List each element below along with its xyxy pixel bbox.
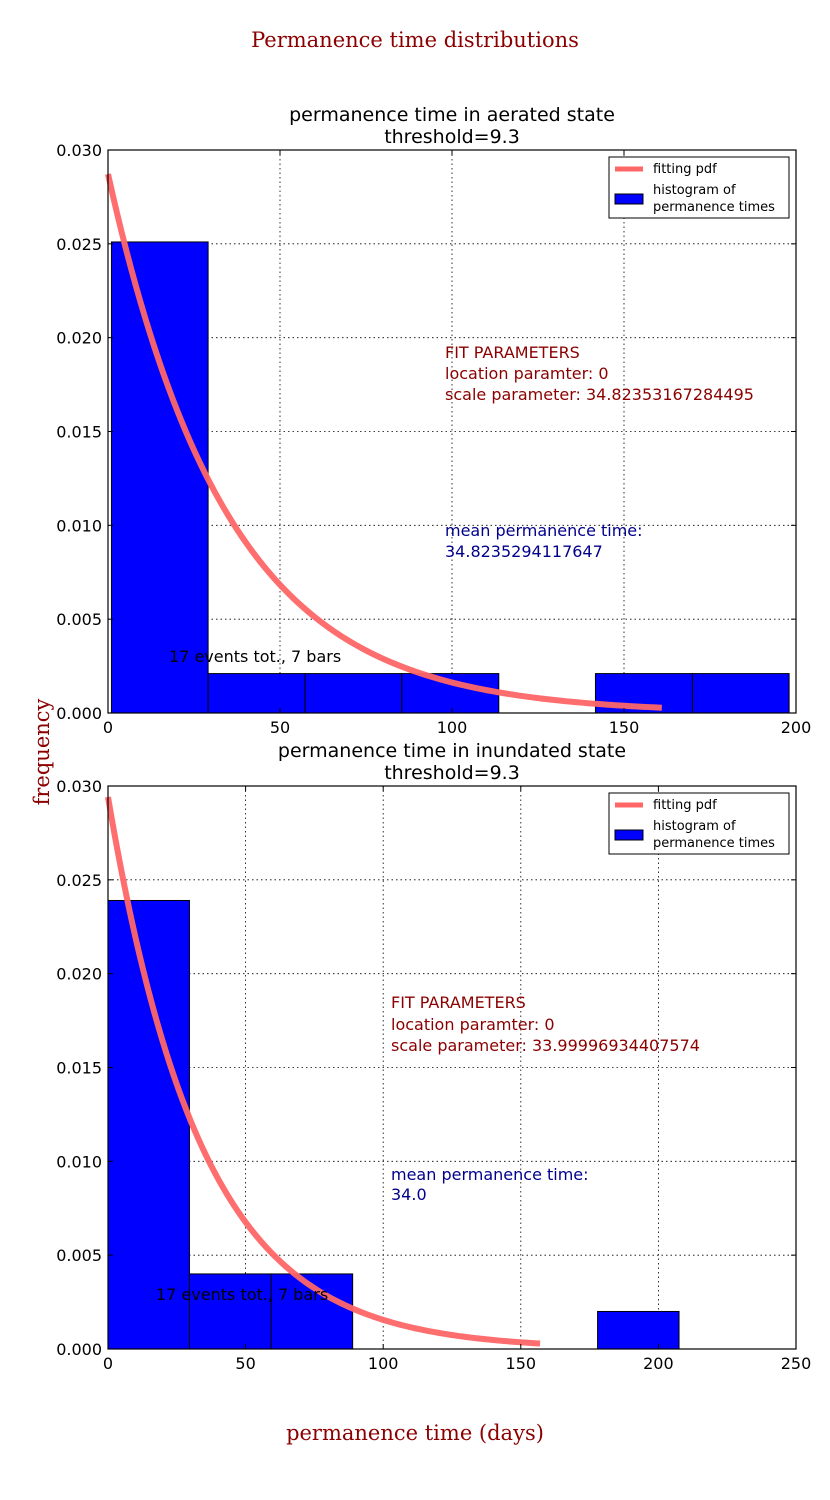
y-tick-label: 0.010 <box>56 516 102 535</box>
histogram-bar <box>597 1310 680 1350</box>
x-tick-label: 100 <box>437 718 468 737</box>
mean-permanence-value: 34.8235294117647 <box>445 542 603 561</box>
x-tick-label: 50 <box>270 718 290 737</box>
figure-ylabel: frequency <box>30 698 54 805</box>
legend-histogram-label-line2: permanence times <box>653 836 775 851</box>
pdf-curve <box>105 173 662 711</box>
histogram-bar <box>691 673 790 714</box>
legend-histogram-swatch <box>614 193 644 205</box>
fit-scale-param: scale parameter: 34.82353167284495 <box>445 385 754 404</box>
x-tick-label: 0 <box>103 718 113 737</box>
legend-histogram-label-line1: histogram of <box>653 183 736 198</box>
y-tick-label: 0.005 <box>56 610 102 629</box>
x-tick-label: 200 <box>781 718 812 737</box>
plot-frame <box>107 149 797 714</box>
fit-location-param: location paramter: 0 <box>445 364 609 383</box>
fit-parameters-header: FIT PARAMETERS <box>445 343 580 362</box>
x-tick-label: 250 <box>781 1354 812 1373</box>
subplot-title-line2: threshold=9.3 <box>384 762 520 784</box>
x-tick-label: 200 <box>643 1354 674 1373</box>
figure-xlabel: permanence time (days) <box>286 1421 544 1445</box>
fit-scale-param: scale parameter: 33.99996934407574 <box>391 1036 700 1055</box>
x-tick-label: 100 <box>368 1354 399 1373</box>
legend: fitting pdf histogram of permanence time… <box>608 156 790 219</box>
x-tick-label: 150 <box>609 718 640 737</box>
subplot-aerated: permanence time in aerated state thresho… <box>56 104 811 737</box>
legend-histogram-swatch <box>614 829 644 841</box>
y-tick-label: 0.020 <box>56 965 102 984</box>
x-tick-label: 50 <box>235 1354 255 1373</box>
histogram-bar <box>207 673 306 714</box>
y-tick-label: 0.000 <box>56 1340 102 1359</box>
legend-pdf-label: fitting pdf <box>653 162 717 177</box>
legend-histogram-label-line1: histogram of <box>653 819 736 834</box>
legend-pdf-label: fitting pdf <box>653 798 717 813</box>
y-tick-label: 0.000 <box>56 704 102 723</box>
y-tick-label: 0.015 <box>56 423 102 442</box>
x-tick-label: 150 <box>506 1354 537 1373</box>
fit-parameters-header: FIT PARAMETERS <box>391 993 526 1012</box>
y-tick-label: 0.030 <box>56 777 102 796</box>
histogram-bar <box>110 241 209 714</box>
histogram-bar <box>107 899 190 1350</box>
fit-location-param: location paramter: 0 <box>391 1015 555 1034</box>
events-annotation: 17 events tot., 7 bars <box>156 1285 328 1304</box>
y-tick-label: 0.030 <box>56 141 102 160</box>
legend: fitting pdf histogram of permanence time… <box>608 792 790 855</box>
histogram-bar <box>188 1273 272 1350</box>
plot-frame <box>107 785 797 1350</box>
subplot-title-line2: threshold=9.3 <box>384 126 520 148</box>
figure-suptitle: Permanence time distributions <box>251 28 579 52</box>
y-tick-label: 0.010 <box>56 1152 102 1171</box>
y-tick-label: 0.025 <box>56 235 102 254</box>
y-tick-label: 0.015 <box>56 1059 102 1078</box>
y-tick-label: 0.025 <box>56 871 102 890</box>
pdf-curve <box>105 796 541 1347</box>
events-annotation: 17 events tot., 7 bars <box>169 647 341 666</box>
subplot-title-line1: permanence time in aerated state <box>289 104 615 126</box>
mean-permanence-label: mean permanence time: <box>391 1165 589 1184</box>
subplot-title-line1: permanence time in inundated state <box>278 740 626 762</box>
y-tick-label: 0.020 <box>56 329 102 348</box>
x-tick-label: 0 <box>103 1354 113 1373</box>
histogram-bar <box>304 673 403 714</box>
legend-histogram-label-line2: permanence times <box>653 200 775 215</box>
subplot-inundated: permanence time in inundated state thres… <box>56 740 811 1373</box>
mean-permanence-value: 34.0 <box>391 1185 427 1204</box>
y-tick-label: 0.005 <box>56 1246 102 1265</box>
mean-permanence-label: mean permanence time: <box>445 521 643 540</box>
